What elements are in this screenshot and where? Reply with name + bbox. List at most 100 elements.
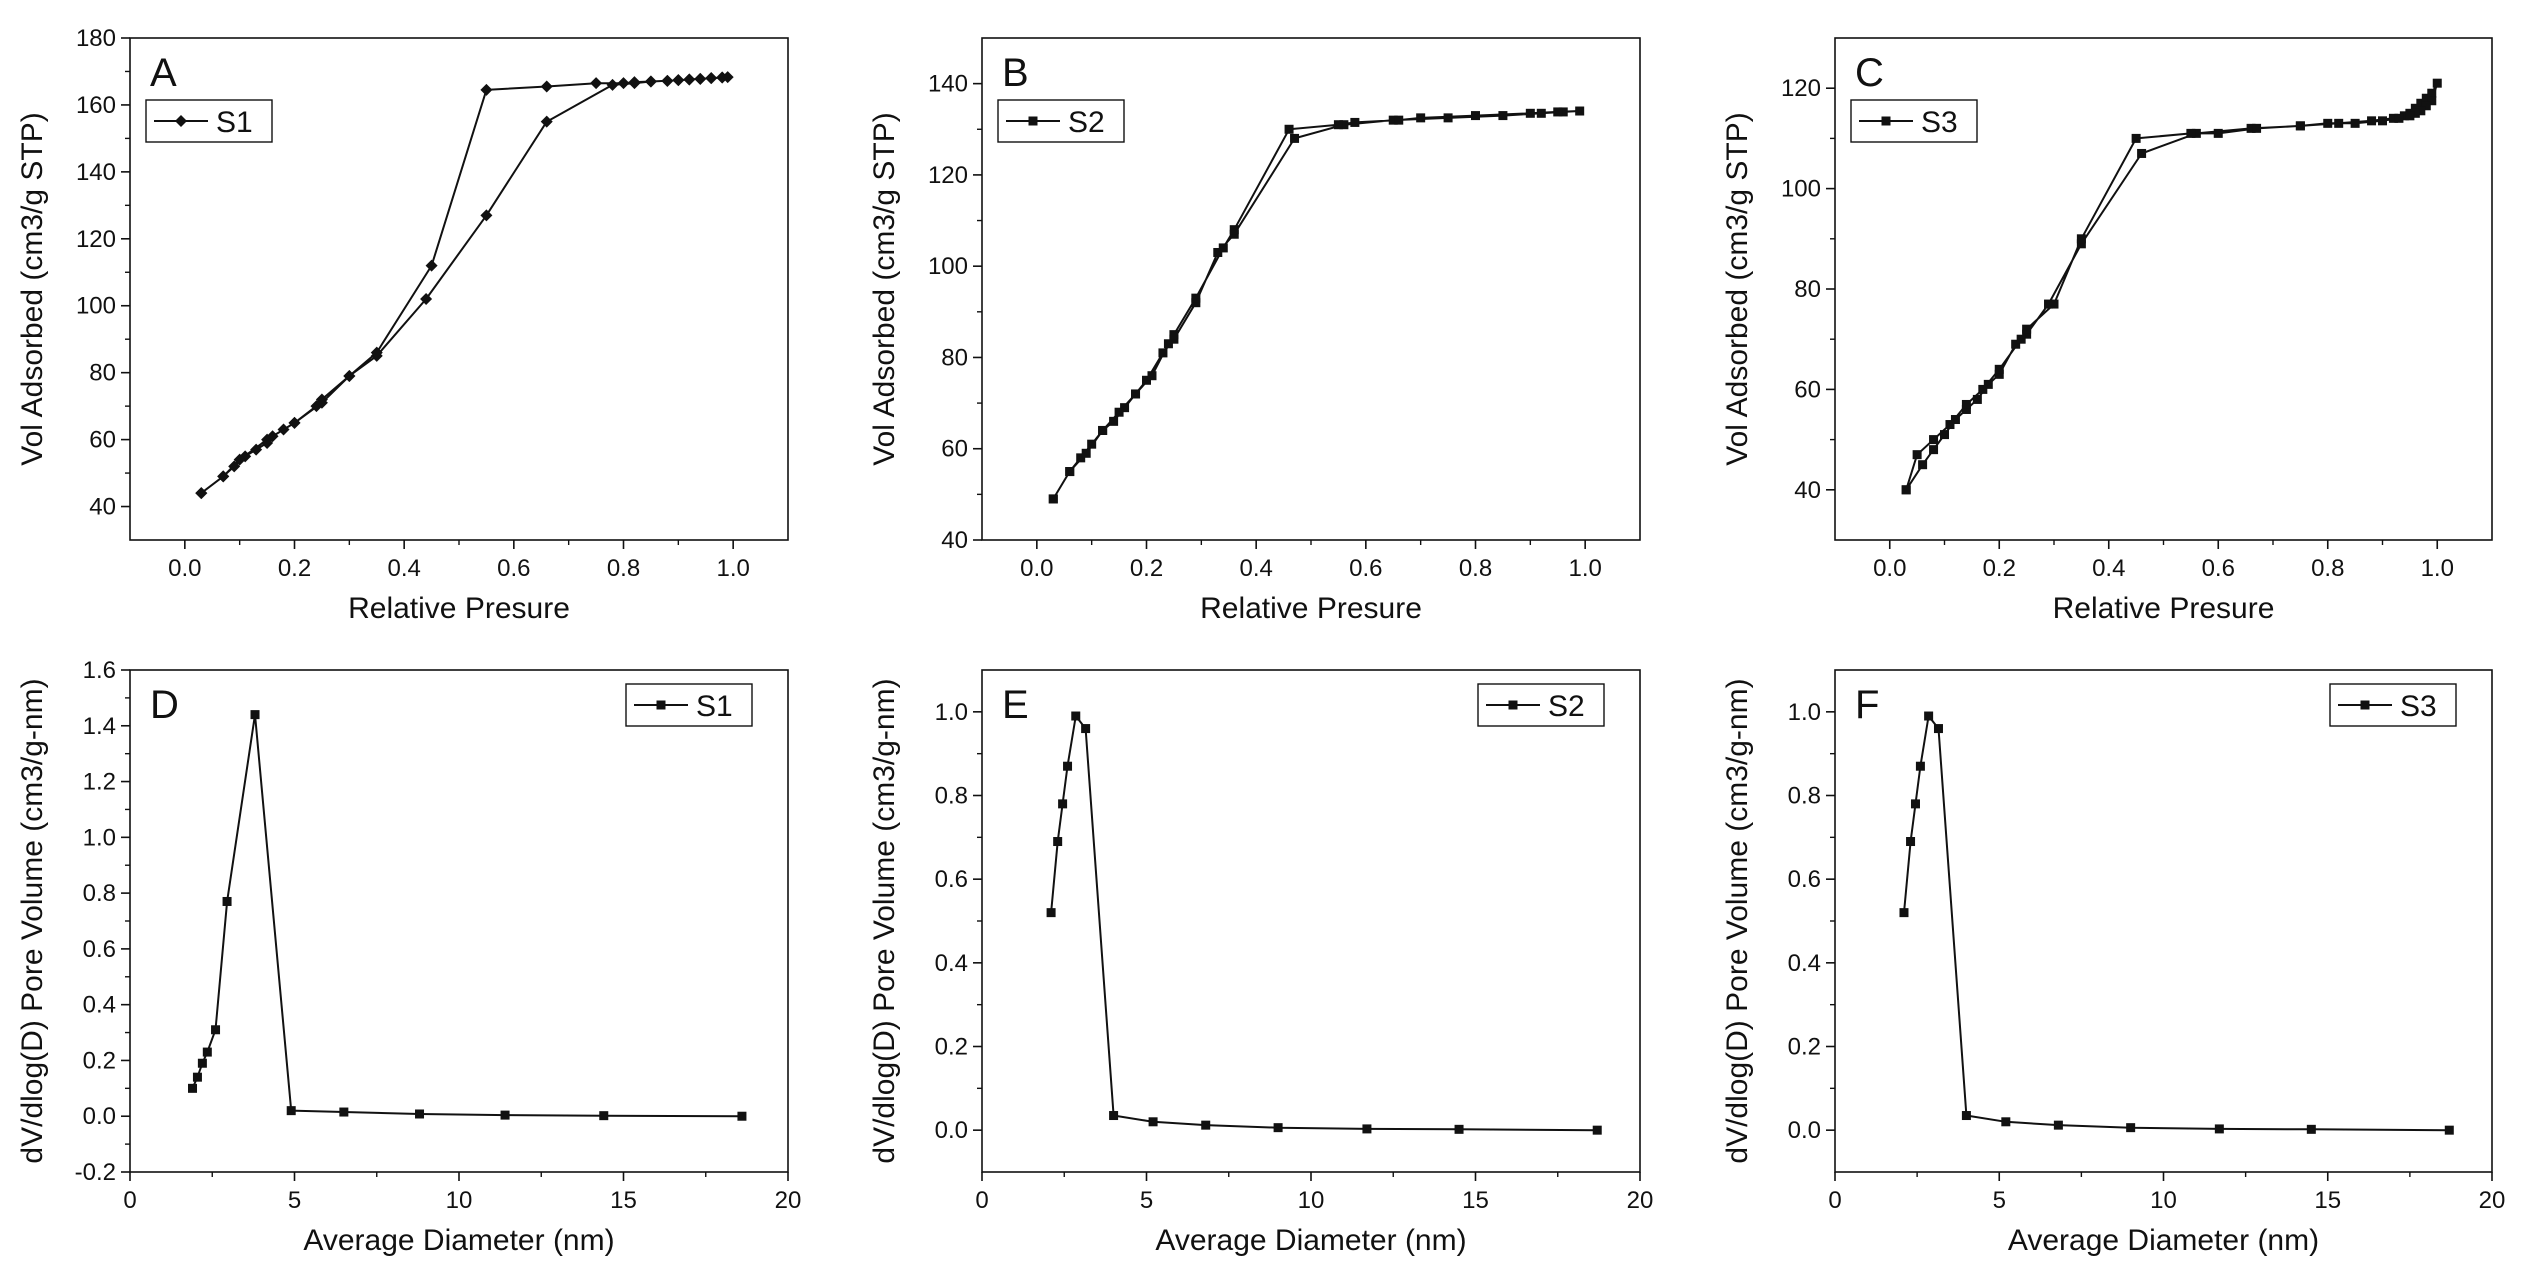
data-point: [217, 470, 230, 483]
y-tick-label: 0.8: [935, 783, 968, 810]
data-point: [1065, 467, 1075, 477]
y-tick-label: 1.0: [935, 699, 968, 726]
data-point: [1058, 799, 1068, 809]
x-tick-label: 0.6: [2202, 555, 2235, 582]
data-point: [1333, 120, 1343, 130]
x-tick-label: 0.8: [2311, 555, 2344, 582]
data-point: [1994, 364, 2004, 374]
x-tick-label: 1.0: [1568, 555, 1601, 582]
y-tick-label: 0.0: [1788, 1117, 1821, 1144]
x-tick-label: 0.6: [1349, 555, 1382, 582]
data-point: [716, 71, 729, 84]
x-tick-label: 0.0: [1020, 555, 1053, 582]
data-point: [2252, 123, 2262, 133]
legend-label: S2: [1548, 690, 1585, 723]
data-point: [2323, 118, 2333, 128]
data-point: [480, 209, 493, 222]
data-point: [1229, 229, 1239, 239]
x-tick-label: 0.0: [1873, 555, 1906, 582]
panel-label: E: [1002, 683, 1029, 727]
x-tick-label: 5: [1140, 1187, 1153, 1214]
data-point: [672, 74, 685, 87]
x-tick-label: 0.0: [168, 555, 201, 582]
data-point: [2246, 123, 2256, 133]
data-point: [2432, 78, 2442, 88]
data-point: [286, 1106, 296, 1116]
data-point: [694, 72, 707, 85]
y-tick-label: 140: [76, 159, 116, 186]
legend-label: S3: [2400, 690, 2437, 723]
data-point: [2416, 106, 2426, 116]
x-tick-label: 20: [775, 1187, 802, 1214]
data-point: [1592, 1125, 1602, 1135]
data-point: [1081, 724, 1091, 734]
y-tick-label: 0.0: [935, 1117, 968, 1144]
panel-label: B: [1002, 51, 1029, 95]
data-point: [1388, 115, 1398, 125]
data-point: [1525, 108, 1535, 118]
y-tick-label: 120: [928, 162, 968, 189]
data-point: [1169, 334, 1179, 344]
series-line: [1050, 715, 1598, 1132]
data-point: [2001, 1117, 2011, 1127]
data-point: [2076, 239, 2086, 249]
x-tick-label: 0: [975, 1187, 988, 1214]
data-point: [1362, 1124, 1372, 1134]
panel-f: 0 5 10 15 20 0.0 0.2 0.4 0.6 0.8 1.0 Average Diamet…: [1721, 669, 2505, 1257]
legend-marker: [1508, 700, 1518, 710]
y-axis-title: Vol Adsorbed (cm3/g STP): [1721, 112, 1754, 466]
panel-d: 0 5 10 15 20 -0.2 0.0 0.2 0.4 0.6 0.8 1.0 1.2 1.4 1.6 A…: [16, 657, 801, 1257]
x-tick-label: 0.8: [1459, 555, 1492, 582]
series-s1: [188, 710, 747, 1121]
x-tick-label: 0.6: [497, 555, 530, 582]
y-tick-label: 60: [941, 436, 968, 463]
panel-a: 0.0 0.2 0.4 0.6 0.8 1.0 40 60 80 100 120 140 160 180 R…: [16, 25, 789, 625]
data-point: [2016, 334, 2026, 344]
x-tick-label: 10: [2150, 1187, 2177, 1214]
data-point: [2378, 116, 2387, 126]
data-point: [1929, 445, 1939, 455]
x-tick-label: 15: [1462, 1187, 1489, 1214]
legend: S1: [145, 99, 273, 143]
legend: S3: [1850, 99, 1978, 143]
x-tick-label: 20: [1627, 1187, 1654, 1214]
legend: S2: [997, 99, 1125, 143]
data-point: [2191, 128, 2201, 138]
data-point: [2022, 324, 2032, 334]
data-point: [1213, 247, 1223, 257]
y-tick-label: 40: [941, 527, 968, 554]
y-tick-label: 60: [1794, 376, 1821, 403]
panel-b: 0.0 0.2 0.4 0.6 0.8 1.0 40 60 80 100 120 140 Relativ…: [868, 37, 1641, 625]
panel-c: 0.0 0.2 0.4 0.6 0.8 1.0 40 60 80 100 120 Relative P…: [1721, 37, 2493, 625]
data-point: [250, 443, 263, 456]
data-point: [2011, 339, 2021, 349]
x-tick-label: 10: [446, 1187, 473, 1214]
legend-label: S1: [216, 106, 253, 139]
data-point: [1120, 403, 1130, 413]
y-tick-label: 0.4: [935, 950, 968, 977]
data-point: [1081, 448, 1091, 458]
y-tick-label: 1.4: [83, 713, 116, 740]
data-point: [1071, 711, 1081, 721]
data-point: [192, 1072, 202, 1082]
y-axis-title: Vol Adsorbed (cm3/g STP): [16, 112, 49, 466]
data-point: [1163, 339, 1173, 349]
data-point: [2410, 103, 2420, 113]
data-point: [261, 433, 274, 446]
x-tick-label: 5: [288, 1187, 301, 1214]
data-point: [1339, 120, 1349, 130]
data-point: [1394, 115, 1404, 125]
data-point: [1063, 761, 1073, 771]
data-point: [590, 77, 603, 90]
legend-marker: [1028, 116, 1038, 126]
data-point: [1978, 384, 1988, 394]
x-tick-label: 0.2: [1983, 555, 2016, 582]
data-point: [2427, 88, 2437, 98]
y-tick-label: 100: [1781, 176, 1821, 203]
x-axis-title: Relative Presure: [348, 592, 570, 625]
data-point: [2137, 148, 2147, 158]
x-tick-label: 0.8: [607, 555, 640, 582]
data-point: [628, 76, 641, 89]
data-point: [1961, 399, 1971, 409]
data-point: [1983, 379, 1993, 389]
